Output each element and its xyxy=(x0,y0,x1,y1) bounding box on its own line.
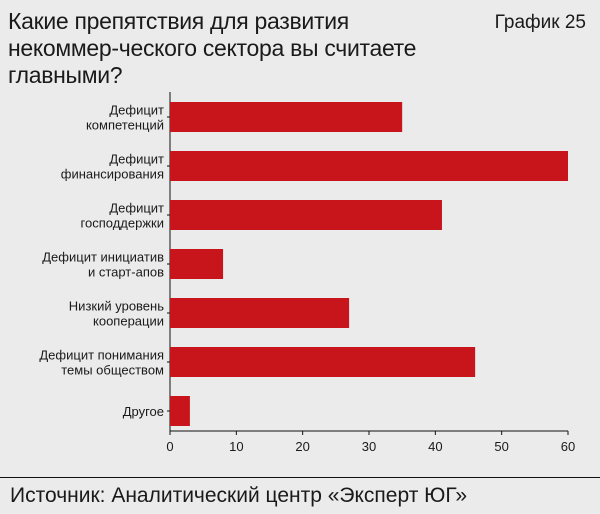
bar xyxy=(170,249,224,279)
category-label: кооперации xyxy=(93,314,164,329)
chart-number-label: График 25 xyxy=(494,12,586,33)
bar xyxy=(170,347,476,377)
category-label: господдержки xyxy=(81,216,164,231)
category-label: компетенций xyxy=(86,118,164,133)
x-tick-label: 0 xyxy=(166,439,173,454)
category-label: Дефицит инициатив xyxy=(42,250,164,265)
bar xyxy=(170,151,568,181)
x-tick-label: 30 xyxy=(362,439,376,454)
category-label: Дефицит xyxy=(109,103,164,118)
bar xyxy=(170,396,190,426)
x-tick-label: 20 xyxy=(295,439,309,454)
bar xyxy=(170,298,350,328)
bar xyxy=(170,200,442,230)
bar-chart: 0 10 20 30 40 50 60ДефициткомпетенцийДефицитфи… xyxy=(39,92,575,454)
category-label: Дефицит xyxy=(109,201,164,216)
category-label: Другое xyxy=(123,404,164,419)
category-label: Дефицит понимания xyxy=(39,348,164,363)
category-label: Дефицит xyxy=(109,152,164,167)
x-tick-label: 60 xyxy=(561,439,575,454)
category-label: Низкий уровень xyxy=(69,299,164,314)
footer-divider xyxy=(0,477,600,478)
bar xyxy=(170,102,403,132)
x-tick-label: 50 xyxy=(494,439,508,454)
source-note: Источник: Аналитический центр «Эксперт Ю… xyxy=(10,484,468,507)
category-label: финансирования xyxy=(61,167,164,182)
x-tick-label: 10 xyxy=(229,439,243,454)
category-label: и старт-апов xyxy=(88,265,164,280)
category-label: темы обществом xyxy=(61,363,164,378)
chart-title: Какие препятствия для развития некоммер-… xyxy=(8,8,417,88)
x-tick-label: 40 xyxy=(428,439,442,454)
